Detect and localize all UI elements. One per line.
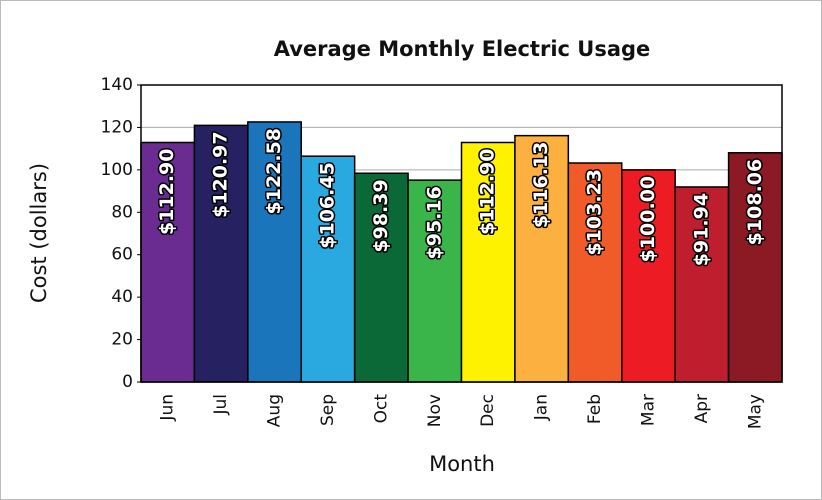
bar <box>621 169 676 383</box>
value-label: $106.45 <box>316 162 338 249</box>
x-tick-label: Mar <box>638 394 658 426</box>
x-tick-label: Jan <box>532 394 552 421</box>
value-label: $91.94 <box>690 193 712 266</box>
value-label: $120.97 <box>210 131 232 218</box>
value-label: $108.06 <box>744 159 766 246</box>
x-tick-label: Jul <box>211 394 231 416</box>
value-label: $95.16 <box>423 186 445 259</box>
x-tick-label: Apr <box>692 394 712 423</box>
y-tick-label: 100 <box>101 160 133 180</box>
value-label: $100.00 <box>637 176 659 263</box>
y-tick-label: 0 <box>122 372 133 392</box>
value-label: $112.90 <box>156 148 178 235</box>
y-tick-label: 80 <box>111 202 133 222</box>
value-label: $112.90 <box>477 148 499 235</box>
value-label: $122.58 <box>263 128 285 215</box>
y-tick-label: 60 <box>111 245 133 265</box>
y-tick-label: 40 <box>111 287 133 307</box>
x-tick-label: Dec <box>478 394 498 427</box>
value-label: $98.39 <box>370 179 392 252</box>
value-label: $103.23 <box>584 169 606 256</box>
bar <box>674 186 730 383</box>
chart-title: Average Monthly Electric Usage <box>274 37 651 61</box>
y-axis-label: Cost (dollars) <box>27 163 51 303</box>
y-tick-label: 120 <box>101 117 133 137</box>
bar <box>514 134 570 383</box>
y-tick-label: 140 <box>101 75 133 95</box>
plot-border <box>140 84 783 383</box>
x-axis-label: Month <box>429 452 495 476</box>
bar <box>353 172 409 383</box>
bar <box>727 152 783 383</box>
x-tick-label: Nov <box>425 394 445 427</box>
x-tick-label: May <box>745 394 765 429</box>
x-tick-label: Jun <box>158 394 178 422</box>
value-label: $116.13 <box>530 142 552 229</box>
bar <box>567 162 623 383</box>
x-tick-label: Sep <box>318 394 338 426</box>
bar <box>407 179 463 383</box>
y-tick-label: 20 <box>111 330 133 350</box>
bar <box>300 155 356 383</box>
x-tick-label: Oct <box>371 394 391 424</box>
x-tick-label: Feb <box>585 394 605 424</box>
x-tick-label: Aug <box>265 394 285 427</box>
